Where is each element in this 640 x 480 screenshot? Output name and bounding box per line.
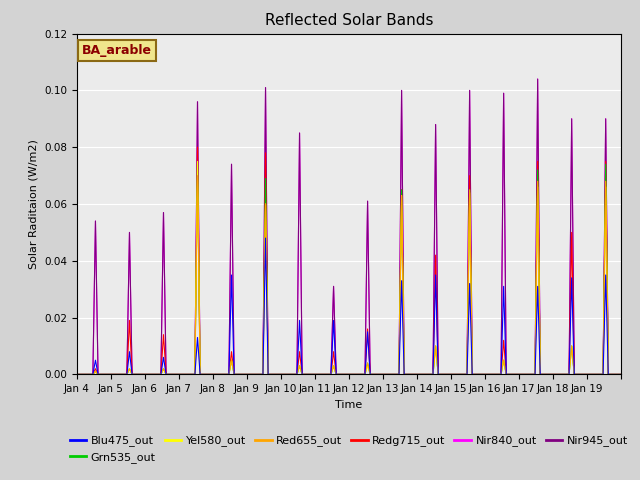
Blu475_out (543, 372, 551, 377)
Red655_out (609, 372, 617, 377)
X-axis label: Time: Time (335, 400, 362, 409)
Redg715_out (617, 372, 625, 377)
Line: Redg715_out: Redg715_out (77, 147, 621, 374)
Grn535_out (245, 372, 253, 377)
Yel580_out (609, 372, 617, 377)
Nir945_out (543, 372, 551, 377)
Grn535_out (513, 372, 520, 377)
Nir840_out (244, 372, 252, 377)
Nir945_out (534, 76, 541, 82)
Red655_out (381, 372, 389, 377)
Line: Red655_out: Red655_out (77, 176, 621, 374)
Grn535_out (194, 161, 202, 167)
Nir840_out (73, 372, 81, 377)
Blu475_out (73, 372, 81, 377)
Red655_out (73, 372, 81, 377)
Line: Nir945_out: Nir945_out (77, 79, 621, 374)
Line: Blu475_out: Blu475_out (77, 238, 621, 374)
Red655_out (194, 173, 202, 179)
Title: Reflected Solar Bands: Reflected Solar Bands (264, 13, 433, 28)
Grn535_out (381, 372, 389, 377)
Redg715_out (194, 144, 202, 150)
Redg715_out (543, 372, 551, 377)
Red655_out (513, 372, 520, 377)
Yel580_out (617, 372, 625, 377)
Nir840_out (609, 372, 617, 377)
Redg715_out (127, 352, 135, 358)
Nir945_out (609, 372, 617, 377)
Line: Yel580_out: Yel580_out (77, 161, 621, 374)
Blu475_out (609, 372, 617, 377)
Grn535_out (543, 372, 551, 377)
Nir945_out (617, 372, 625, 377)
Nir840_out (381, 372, 389, 377)
Nir840_out (513, 372, 520, 377)
Blu475_out (262, 235, 269, 241)
Nir945_out (513, 372, 520, 377)
Nir840_out (543, 372, 551, 377)
Nir840_out (534, 76, 541, 82)
Nir840_out (617, 372, 625, 377)
Yel580_out (543, 372, 551, 377)
Blu475_out (617, 372, 625, 377)
Text: BA_arable: BA_arable (82, 44, 152, 57)
Yel580_out (513, 372, 520, 377)
Redg715_out (381, 372, 389, 377)
Redg715_out (609, 372, 617, 377)
Blu475_out (381, 372, 389, 377)
Redg715_out (513, 372, 520, 377)
Red655_out (127, 370, 135, 375)
Nir840_out (127, 320, 135, 325)
Yel580_out (73, 372, 81, 377)
Redg715_out (245, 372, 253, 377)
Blu475_out (513, 372, 520, 377)
Grn535_out (127, 370, 135, 375)
Grn535_out (73, 372, 81, 377)
Grn535_out (609, 372, 617, 377)
Nir945_out (244, 372, 252, 377)
Red655_out (245, 372, 253, 377)
Redg715_out (73, 372, 81, 377)
Red655_out (617, 372, 625, 377)
Line: Grn535_out: Grn535_out (77, 164, 621, 374)
Nir945_out (381, 372, 389, 377)
Yel580_out (245, 372, 253, 377)
Nir945_out (127, 320, 135, 325)
Yel580_out (194, 158, 202, 164)
Nir945_out (73, 372, 81, 377)
Legend: Blu475_out, Grn535_out, Yel580_out, Red655_out, Redg715_out, Nir840_out, Nir945_: Blu475_out, Grn535_out, Yel580_out, Red6… (65, 431, 632, 468)
Grn535_out (617, 372, 625, 377)
Line: Nir840_out: Nir840_out (77, 79, 621, 374)
Blu475_out (244, 372, 252, 377)
Yel580_out (127, 370, 135, 375)
Blu475_out (127, 363, 135, 369)
Y-axis label: Solar Raditaion (W/m2): Solar Raditaion (W/m2) (28, 139, 38, 269)
Red655_out (543, 372, 551, 377)
Yel580_out (381, 372, 389, 377)
